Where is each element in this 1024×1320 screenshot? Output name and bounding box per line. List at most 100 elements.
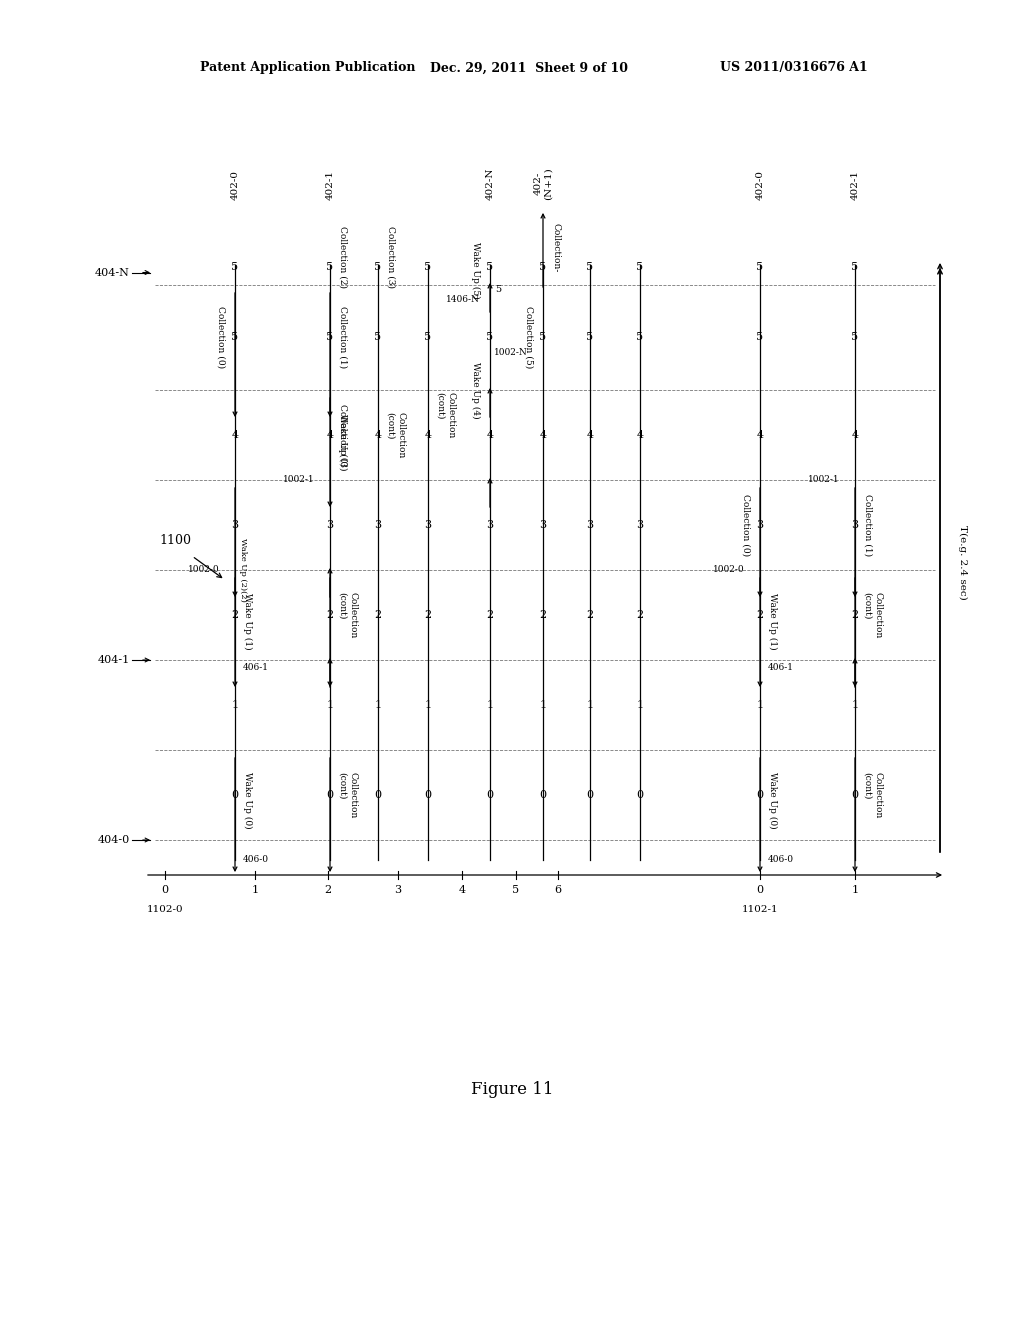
Text: 1: 1 bbox=[327, 700, 334, 710]
Text: Collection
(cont): Collection (cont) bbox=[386, 412, 406, 458]
Text: 402-
(N+1): 402- (N+1) bbox=[534, 168, 553, 201]
Text: 1002-1: 1002-1 bbox=[284, 475, 315, 484]
Text: Collection
(cont): Collection (cont) bbox=[338, 591, 357, 638]
Text: 0: 0 bbox=[587, 789, 594, 800]
Text: 5: 5 bbox=[587, 263, 594, 272]
Text: 2: 2 bbox=[486, 610, 494, 620]
Text: 3: 3 bbox=[851, 520, 858, 531]
Text: Collection
(cont): Collection (cont) bbox=[338, 772, 357, 818]
Text: 1: 1 bbox=[851, 884, 858, 895]
Text: 4: 4 bbox=[424, 430, 431, 440]
Text: 4: 4 bbox=[637, 430, 643, 440]
Text: Collection (3): Collection (3) bbox=[386, 227, 395, 289]
Text: 1: 1 bbox=[231, 700, 239, 710]
Text: 0: 0 bbox=[424, 789, 431, 800]
Text: 3: 3 bbox=[540, 520, 547, 531]
Text: US 2011/0316676 A1: US 2011/0316676 A1 bbox=[720, 62, 867, 74]
Text: 5: 5 bbox=[540, 333, 547, 342]
Text: Collection (5): Collection (5) bbox=[524, 306, 534, 368]
Text: 0: 0 bbox=[486, 789, 494, 800]
Text: 0: 0 bbox=[757, 884, 764, 895]
Text: 3: 3 bbox=[231, 520, 239, 531]
Text: 1: 1 bbox=[587, 700, 594, 710]
Text: Collection
(cont): Collection (cont) bbox=[863, 591, 883, 638]
Text: 3: 3 bbox=[486, 520, 494, 531]
Text: 5: 5 bbox=[512, 884, 519, 895]
Text: 2: 2 bbox=[757, 610, 764, 620]
Text: 402-1: 402-1 bbox=[326, 170, 335, 201]
Text: 5: 5 bbox=[424, 263, 431, 272]
Text: 5: 5 bbox=[375, 333, 382, 342]
Text: Wake Up (3): Wake Up (3) bbox=[338, 413, 347, 470]
Text: 4: 4 bbox=[327, 430, 334, 440]
Text: 1: 1 bbox=[486, 700, 494, 710]
Text: Wake Up (4): Wake Up (4) bbox=[471, 362, 480, 418]
Text: 4: 4 bbox=[375, 430, 382, 440]
Text: 5: 5 bbox=[327, 263, 334, 272]
Text: 1002-0: 1002-0 bbox=[188, 565, 220, 574]
Text: 5: 5 bbox=[587, 333, 594, 342]
Text: 1002-0: 1002-0 bbox=[714, 565, 745, 574]
Text: 5: 5 bbox=[637, 333, 643, 342]
Text: 0: 0 bbox=[162, 884, 169, 895]
Text: Collection (0): Collection (0) bbox=[741, 494, 750, 556]
Text: 6: 6 bbox=[554, 884, 561, 895]
Text: Collection-: Collection- bbox=[551, 223, 560, 272]
Text: 1: 1 bbox=[757, 700, 764, 710]
Text: 2: 2 bbox=[424, 610, 431, 620]
Text: Collection (0): Collection (0) bbox=[338, 404, 347, 466]
Text: 404-0: 404-0 bbox=[97, 836, 130, 845]
Text: 3: 3 bbox=[587, 520, 594, 531]
Text: 0: 0 bbox=[375, 789, 382, 800]
Text: 3: 3 bbox=[637, 520, 643, 531]
Text: 5: 5 bbox=[424, 333, 431, 342]
Text: 5: 5 bbox=[486, 333, 494, 342]
Text: Collection (2): Collection (2) bbox=[338, 227, 347, 289]
Text: 1102-1: 1102-1 bbox=[741, 906, 778, 915]
Text: 2: 2 bbox=[375, 610, 382, 620]
Text: 1: 1 bbox=[637, 700, 643, 710]
Text: 5: 5 bbox=[757, 263, 764, 272]
Text: 404-1: 404-1 bbox=[97, 655, 130, 665]
Text: 5: 5 bbox=[231, 333, 239, 342]
Text: 1002-N: 1002-N bbox=[495, 348, 528, 356]
Text: 2: 2 bbox=[637, 610, 643, 620]
Text: 2: 2 bbox=[325, 884, 332, 895]
Text: Patent Application Publication: Patent Application Publication bbox=[200, 62, 416, 74]
Text: Dec. 29, 2011  Sheet 9 of 10: Dec. 29, 2011 Sheet 9 of 10 bbox=[430, 62, 628, 74]
Text: 0: 0 bbox=[851, 789, 858, 800]
Text: 0: 0 bbox=[327, 789, 334, 800]
Text: 3: 3 bbox=[327, 520, 334, 531]
Text: 5: 5 bbox=[486, 263, 494, 272]
Text: 4: 4 bbox=[587, 430, 594, 440]
Text: 4: 4 bbox=[757, 430, 764, 440]
Text: 402-0: 402-0 bbox=[230, 170, 240, 201]
Text: 404-N: 404-N bbox=[95, 268, 130, 277]
Text: 1: 1 bbox=[375, 700, 382, 710]
Text: Collection (1): Collection (1) bbox=[863, 494, 872, 556]
Text: 1002-1: 1002-1 bbox=[808, 475, 840, 484]
Text: 3: 3 bbox=[394, 884, 401, 895]
Text: 2: 2 bbox=[587, 610, 594, 620]
Text: Collection (1): Collection (1) bbox=[338, 306, 347, 368]
Text: 406-1: 406-1 bbox=[243, 664, 269, 672]
Text: 1: 1 bbox=[851, 700, 858, 710]
Text: Collection
(cont): Collection (cont) bbox=[436, 392, 456, 438]
Text: 0: 0 bbox=[231, 789, 239, 800]
Text: 3: 3 bbox=[375, 520, 382, 531]
Text: 1100: 1100 bbox=[159, 533, 191, 546]
Text: Figure 11: Figure 11 bbox=[471, 1081, 553, 1098]
Text: 402-0: 402-0 bbox=[756, 170, 765, 201]
Text: 406-0: 406-0 bbox=[243, 855, 269, 865]
Text: 4: 4 bbox=[231, 430, 239, 440]
Text: Collection
(cont): Collection (cont) bbox=[863, 772, 883, 818]
Text: Wake Up (1): Wake Up (1) bbox=[768, 594, 777, 649]
Text: 5: 5 bbox=[851, 333, 858, 342]
Text: Wake Up (0): Wake Up (0) bbox=[768, 772, 777, 829]
Text: 5: 5 bbox=[495, 285, 501, 294]
Text: 1: 1 bbox=[424, 700, 431, 710]
Text: 0: 0 bbox=[540, 789, 547, 800]
Text: 0: 0 bbox=[757, 789, 764, 800]
Text: 5: 5 bbox=[375, 263, 382, 272]
Text: 5: 5 bbox=[231, 263, 239, 272]
